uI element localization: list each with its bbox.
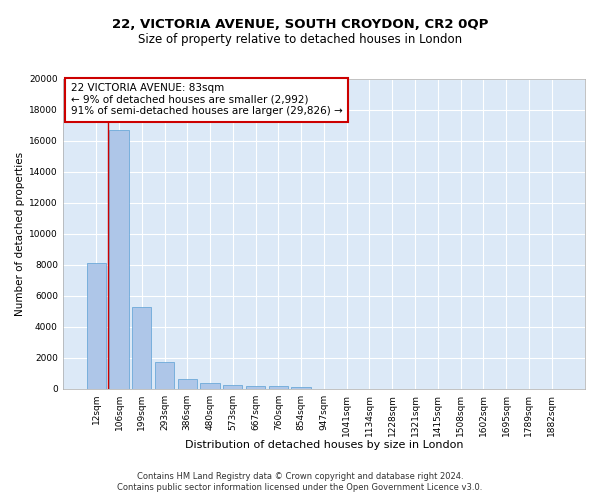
Bar (178, 379, 197, 389)
Bar (246, 386, 265, 389)
Bar (223, 385, 242, 389)
X-axis label: Distribution of detached houses by size in London: Distribution of detached houses by size … (185, 440, 463, 450)
Y-axis label: Number of detached properties: Number of detached properties (15, 152, 25, 316)
Bar (155, 362, 174, 389)
Text: 22, VICTORIA AVENUE, SOUTH CROYDON, CR2 0QP: 22, VICTORIA AVENUE, SOUTH CROYDON, CR2 … (112, 18, 488, 30)
Bar (292, 386, 311, 389)
Text: Size of property relative to detached houses in London: Size of property relative to detached ho… (138, 32, 462, 46)
Bar (200, 384, 220, 389)
Bar (132, 306, 151, 389)
Text: 22 VICTORIA AVENUE: 83sqm
← 9% of detached houses are smaller (2,992)
91% of sem: 22 VICTORIA AVENUE: 83sqm ← 9% of detach… (71, 83, 343, 116)
Bar (86, 263, 106, 389)
Text: Contains public sector information licensed under the Open Government Licence v3: Contains public sector information licen… (118, 484, 482, 492)
Bar (109, 130, 128, 389)
Bar (269, 386, 288, 389)
Text: Contains HM Land Registry data © Crown copyright and database right 2024.: Contains HM Land Registry data © Crown c… (137, 472, 463, 481)
